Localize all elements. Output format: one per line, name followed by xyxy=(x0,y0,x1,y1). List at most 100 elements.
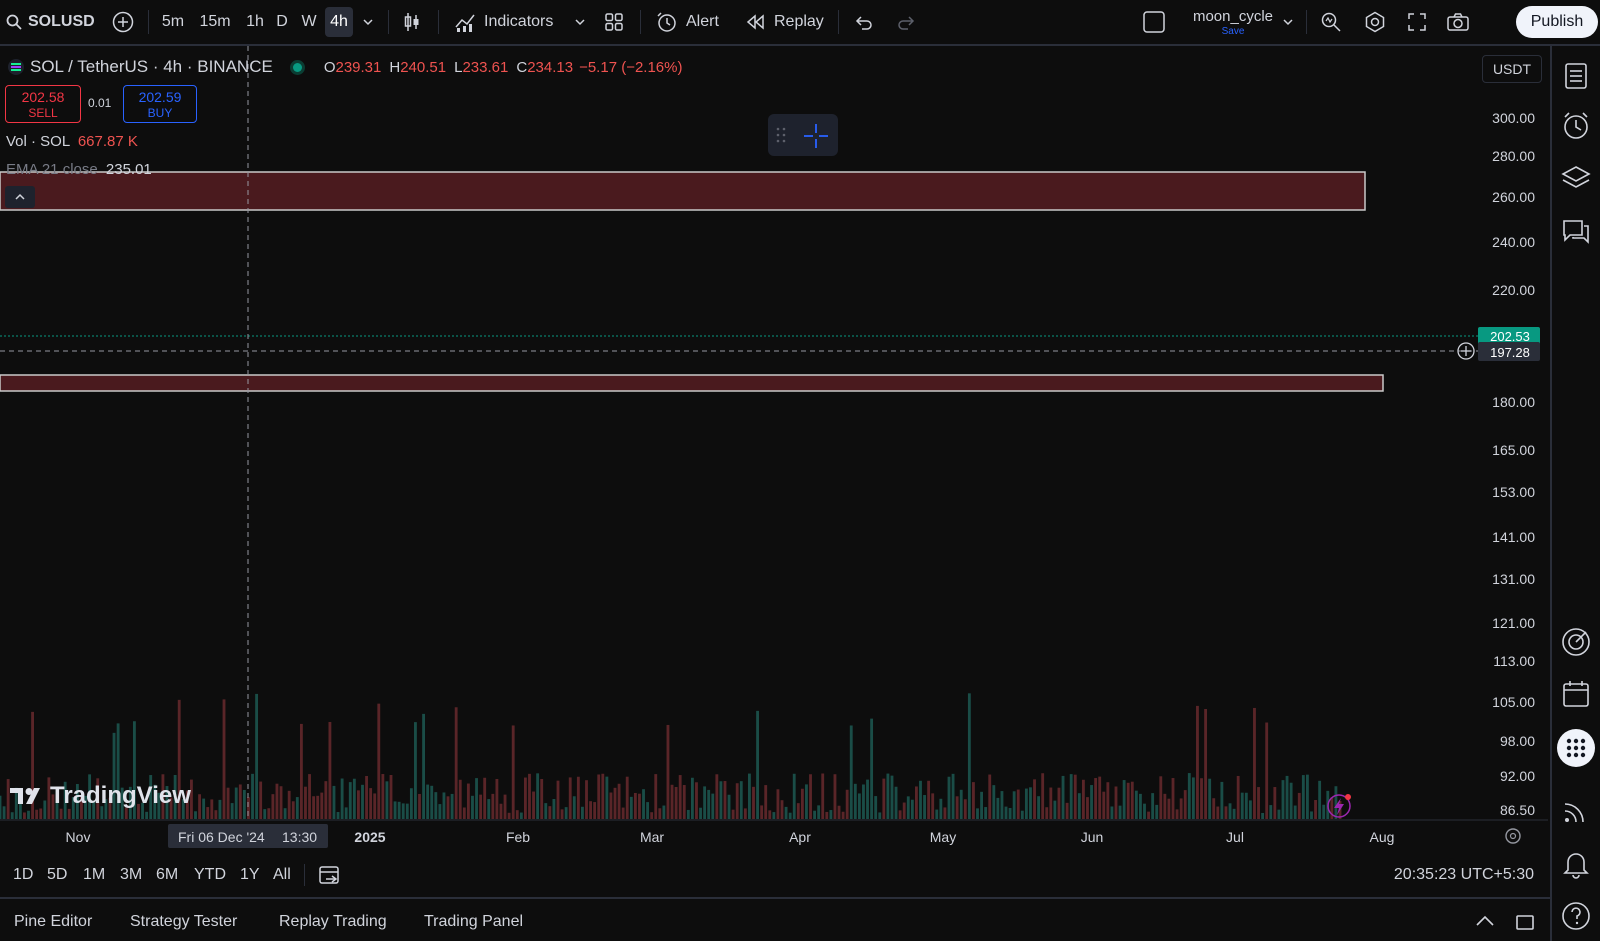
buy-button[interactable]: 202.59 BUY xyxy=(123,85,197,123)
snapshot-button[interactable] xyxy=(1446,0,1470,44)
volume-bar xyxy=(1143,803,1146,819)
range-1d[interactable]: 1D xyxy=(13,866,34,883)
indicators-button[interactable]: Indicators xyxy=(454,0,553,44)
timeframe-4h[interactable]: 4h xyxy=(325,7,353,37)
volume-bar xyxy=(796,803,800,819)
range-all[interactable]: All xyxy=(273,866,291,883)
compare-button[interactable] xyxy=(112,0,134,44)
volume-bar xyxy=(1191,777,1195,819)
chevron-up-icon[interactable] xyxy=(1474,912,1496,930)
volume-bar xyxy=(471,795,474,819)
add-alert-plus-icon[interactable] xyxy=(1457,342,1475,360)
layout-selector[interactable] xyxy=(1142,0,1166,44)
timeframe-5m[interactable]: 5m xyxy=(161,13,185,30)
currency-button[interactable]: USDT xyxy=(1482,55,1542,83)
symbol-title[interactable]: SOL / TetherUS · 4h · BINANCE xyxy=(30,57,273,76)
volume-bar xyxy=(621,807,625,819)
sell-button[interactable]: 202.58 SELL xyxy=(5,85,81,123)
price-axis-label: 180.00 xyxy=(1492,394,1535,410)
volume-bar xyxy=(422,713,426,819)
range-ytd[interactable]: YTD xyxy=(194,866,226,883)
tab-pine-editor[interactable]: Pine Editor xyxy=(14,913,93,930)
fullscreen-button[interactable] xyxy=(1407,0,1427,44)
floating-drawing-toolbar[interactable] xyxy=(768,114,838,156)
timeframe-15m[interactable]: 15m xyxy=(199,13,231,30)
crosshair-icon[interactable] xyxy=(802,122,830,150)
timeframe-w[interactable]: W xyxy=(301,13,317,30)
volume-bar xyxy=(894,786,898,819)
range-1y[interactable]: 1Y xyxy=(240,866,260,883)
replay-button[interactable]: Replay xyxy=(746,0,824,44)
timeframe-d[interactable]: D xyxy=(276,13,288,30)
volume-bar xyxy=(108,797,112,819)
tradingview-logo-icon xyxy=(10,788,40,804)
volume-bar xyxy=(984,807,988,819)
tab-replay-trading[interactable]: Replay Trading xyxy=(279,913,387,930)
layout-name-block[interactable]: moon_cycle Save xyxy=(1180,8,1286,40)
goto-date-icon[interactable] xyxy=(318,864,342,886)
broadcast-icon[interactable] xyxy=(1560,795,1592,827)
volume-bar xyxy=(825,811,829,819)
volume-bar xyxy=(511,725,515,819)
maximize-panel-icon[interactable] xyxy=(1514,912,1536,932)
tradingview-watermark: TradingView xyxy=(10,782,191,810)
volume-bar xyxy=(886,773,890,819)
range-5d[interactable]: 5D xyxy=(47,866,68,883)
range-3m[interactable]: 3M xyxy=(120,866,143,883)
quick-search-button[interactable] xyxy=(1320,0,1342,44)
chart-type-button[interactable] xyxy=(402,0,422,44)
price-axis[interactable]: 300.00 280.00 260.00 240.00 220.00 180.0… xyxy=(1492,110,1535,818)
alert-button[interactable]: Alert xyxy=(656,0,719,44)
calendar-icon[interactable] xyxy=(1560,678,1592,710)
settings-button[interactable] xyxy=(1364,0,1386,44)
help-icon[interactable] xyxy=(1560,900,1592,932)
symbol-search[interactable]: SOLUSD xyxy=(6,0,95,44)
volume-bar xyxy=(658,808,662,819)
volume-bar xyxy=(1041,773,1045,819)
indicators-dropdown[interactable] xyxy=(574,0,586,44)
time-axis[interactable]: Nov 2025 Feb Mar Apr May Jun Jul Aug xyxy=(66,829,1395,845)
range-1m[interactable]: 1M xyxy=(83,866,106,883)
support-zone[interactable] xyxy=(0,374,1384,392)
price-axis-label: 240.00 xyxy=(1492,234,1535,250)
collapse-legend-button[interactable] xyxy=(5,186,35,208)
layers-icon[interactable] xyxy=(1560,162,1592,194)
volume-bar xyxy=(181,799,185,819)
volume-bar xyxy=(748,773,751,819)
lightning-icon[interactable] xyxy=(1327,794,1351,818)
range-6m[interactable]: 6M xyxy=(156,866,179,883)
ema-legend[interactable]: EMA 21 close 235.01 xyxy=(6,161,152,178)
price-chart[interactable]: 300.00 280.00 260.00 240.00 220.00 180.0… xyxy=(0,46,1550,857)
undo-button[interactable] xyxy=(854,0,874,44)
redo-button[interactable] xyxy=(896,0,916,44)
axis-settings-icon[interactable] xyxy=(1505,828,1521,844)
volume-bar xyxy=(1281,780,1285,819)
volume-bar xyxy=(715,774,719,819)
layout-dropdown[interactable] xyxy=(1282,0,1294,44)
symbol-label: SOLUSD xyxy=(28,13,95,30)
timeframe-dropdown[interactable] xyxy=(362,0,374,44)
alerts-clock-icon[interactable] xyxy=(1560,110,1592,142)
resistance-zone[interactable] xyxy=(0,171,1366,211)
watchlist-icon[interactable] xyxy=(1560,60,1592,92)
clock-timezone[interactable]: 20:35:23 UTC+5:30 xyxy=(1393,866,1534,883)
price-axis-label: 105.00 xyxy=(1492,694,1535,710)
volume-bar xyxy=(1200,778,1203,819)
timeframe-1h[interactable]: 1h xyxy=(246,13,264,30)
volume-bar xyxy=(495,778,499,819)
apps-grid-icon[interactable] xyxy=(1556,728,1596,768)
target-icon[interactable] xyxy=(1560,626,1592,658)
volume-bar xyxy=(324,781,328,819)
volume-value: 667.87 K xyxy=(77,133,138,150)
volume-bar xyxy=(927,780,931,819)
volume-bar xyxy=(805,784,808,819)
drag-handle-icon[interactable] xyxy=(776,126,786,144)
bell-icon[interactable] xyxy=(1560,848,1592,880)
publish-button[interactable]: Publish xyxy=(1516,6,1598,38)
chat-icon[interactable] xyxy=(1560,216,1592,248)
volume-bar xyxy=(283,808,287,819)
tab-trading-panel[interactable]: Trading Panel xyxy=(424,913,524,930)
templates-button[interactable] xyxy=(604,0,624,44)
volume-legend[interactable]: Vol · SOL 667.87 K xyxy=(6,133,138,150)
tab-strategy-tester[interactable]: Strategy Tester xyxy=(130,913,238,930)
